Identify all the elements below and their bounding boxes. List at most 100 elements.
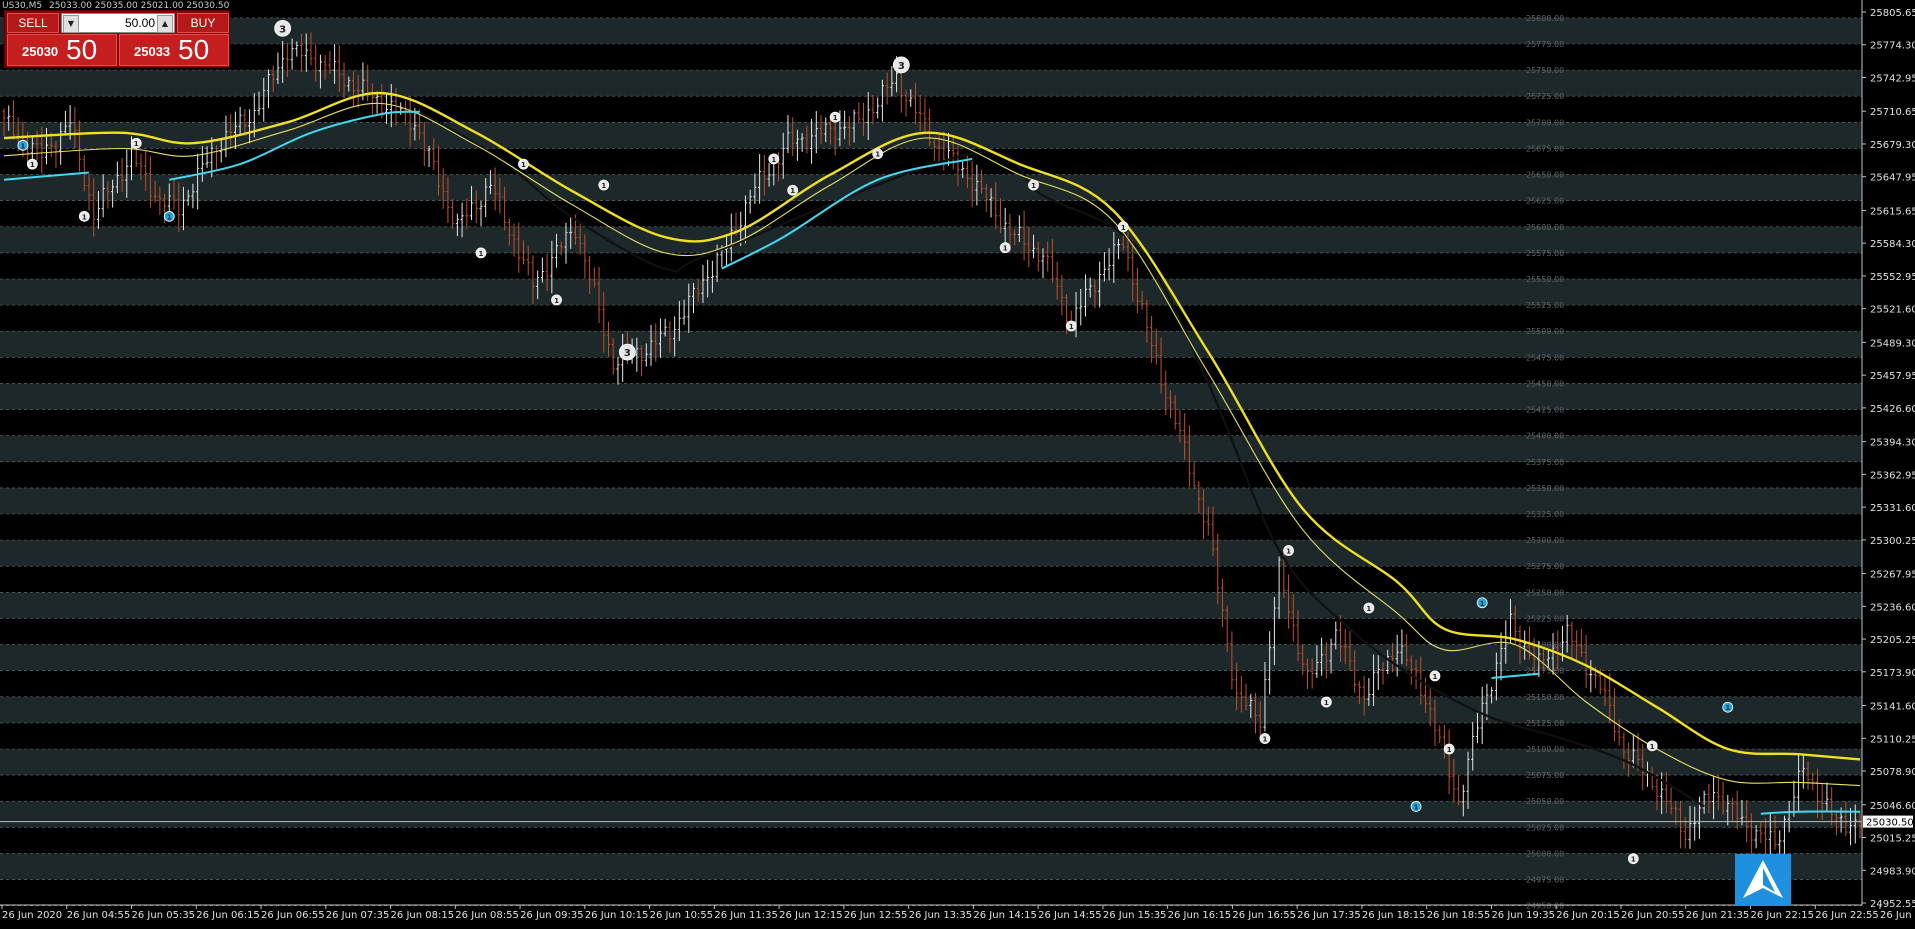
level-label: 25075.00	[1526, 771, 1564, 780]
sell-price-quote[interactable]: 25030 50	[7, 34, 117, 66]
y-tick-label: 25394.30	[1870, 438, 1915, 449]
x-tick-label: 26 Jun 06:15	[196, 910, 260, 921]
signal-marker	[163, 210, 175, 222]
x-tick-label: 26 Jun 14:55	[1038, 910, 1102, 921]
signal-marker-label: 1	[82, 213, 87, 221]
signal-marker-label: 1	[601, 182, 606, 190]
y-tick-label: 25584.30	[1870, 239, 1915, 250]
signal-marker-label: 1	[1366, 605, 1371, 613]
signal-marker	[1429, 670, 1441, 682]
signal-marker-label: 1	[1263, 736, 1268, 744]
x-tick-label: 26 Jun 18:15	[1362, 910, 1426, 921]
level-label: 25150.00	[1526, 693, 1564, 702]
level-label: 25425.00	[1526, 406, 1564, 415]
level-label: 25625.00	[1526, 197, 1564, 206]
level-label: 25350.00	[1526, 484, 1564, 493]
signal-marker	[999, 242, 1011, 254]
level-band	[0, 383, 1862, 410]
lot-size-stepper[interactable]: ▼ ▲	[61, 13, 175, 33]
level-label: 25300.00	[1526, 536, 1564, 545]
x-tick-label: 26 Jun 10:55	[650, 910, 714, 921]
signal-marker	[274, 19, 292, 37]
chevron-down-icon[interactable]: ▼	[63, 15, 79, 33]
level-label: 24950.00	[1526, 902, 1564, 911]
moving-average-slow	[419, 110, 1705, 808]
level-label: 25325.00	[1526, 510, 1564, 519]
y-tick-label: 25362.95	[1870, 470, 1915, 481]
x-tick-label: 26 Jun 23:50	[1880, 910, 1915, 921]
lot-size-input[interactable]	[80, 14, 159, 32]
x-tick-label: 26 Jun 20:55	[1621, 910, 1685, 921]
y-tick-label: 25552.95	[1870, 272, 1915, 283]
signal-marker	[1443, 743, 1455, 755]
signal-marker-label: 3	[624, 348, 631, 359]
level-label: 25500.00	[1526, 327, 1564, 336]
y-tick-label: 25647.95	[1870, 173, 1915, 184]
moving-average-mid	[3, 102, 1861, 787]
level-label: 25475.00	[1526, 353, 1564, 362]
buy-price-quote[interactable]: 25033 50	[119, 34, 229, 66]
signal-marker-label: 1	[1121, 224, 1126, 232]
signal-marker	[518, 158, 529, 170]
x-tick-label: 26 Jun 19:35	[1491, 910, 1555, 921]
y-tick-label: 25015.25	[1870, 834, 1915, 845]
buy-button[interactable]: BUY	[177, 13, 229, 33]
y-tick-label: 25078.90	[1870, 767, 1915, 778]
signal-marker-label: 1	[521, 161, 526, 169]
level-band	[0, 592, 1862, 619]
level-label: 25225.00	[1526, 614, 1564, 623]
signal-marker	[1646, 740, 1658, 752]
y-tick-label: 25267.95	[1870, 570, 1915, 581]
level-label: 25775.00	[1526, 40, 1564, 49]
signal-marker-label: 1	[479, 250, 484, 258]
x-tick-label: 26 Jun 12:55	[844, 910, 908, 921]
level-label: 25000.00	[1526, 849, 1564, 858]
signal-marker-label: 1	[554, 297, 559, 305]
x-tick-label: 26 Jun 11:35	[714, 910, 778, 921]
x-tick-label: 26 Jun 22:15	[1750, 910, 1814, 921]
moving-average-cyan	[169, 110, 420, 181]
level-label: 25700.00	[1526, 118, 1564, 127]
sell-price-prefix: 25030	[22, 44, 59, 59]
y-tick-label: 25774.30	[1870, 41, 1915, 52]
signal-marker	[1722, 701, 1734, 713]
x-tick-label: 26 Jun 15:35	[1103, 910, 1167, 921]
signal-marker-label: 1	[1725, 704, 1730, 712]
signal-marker	[1627, 853, 1639, 865]
signal-marker-label: 1	[1480, 600, 1485, 608]
signal-marker-label: 1	[1650, 743, 1655, 751]
level-band	[0, 801, 1862, 828]
triangle-logo-icon	[1735, 854, 1791, 906]
level-label: 25550.00	[1526, 275, 1564, 284]
signal-marker	[1410, 801, 1422, 812]
signal-marker	[1363, 602, 1375, 614]
signal-marker	[768, 153, 780, 165]
y-tick-label: 24983.90	[1870, 866, 1915, 877]
signal-marker	[551, 294, 562, 306]
y-tick-label: 24952.55	[1870, 899, 1915, 910]
level-band	[0, 487, 1862, 515]
moving-average-fast	[3, 91, 1861, 761]
signal-marker	[618, 343, 636, 361]
signal-marker-label: 1	[1433, 673, 1438, 681]
x-tick-label: 26 Jun 08:15	[391, 910, 455, 921]
level-band	[0, 226, 1862, 253]
level-band	[0, 644, 1862, 671]
level-label: 25375.00	[1526, 458, 1564, 467]
level-band	[0, 279, 1862, 306]
x-tick-label: 26 Jun 20:15	[1556, 910, 1620, 921]
buy-price-pips: 50	[178, 34, 210, 65]
level-label: 25100.00	[1526, 745, 1564, 754]
level-band	[0, 17, 1862, 45]
x-tick-label: 26 Jun 16:55	[1232, 910, 1296, 921]
level-band	[0, 174, 1862, 201]
chevron-up-icon[interactable]: ▲	[157, 15, 173, 33]
signal-marker-label: 1	[1031, 182, 1036, 190]
sell-button[interactable]: SELL	[7, 13, 59, 33]
signal-marker-label: 1	[875, 151, 880, 159]
signal-marker	[26, 158, 38, 170]
signal-marker	[1259, 733, 1271, 744]
y-tick-label: 25141.60	[1870, 702, 1915, 713]
level-label: 25250.00	[1526, 588, 1564, 597]
